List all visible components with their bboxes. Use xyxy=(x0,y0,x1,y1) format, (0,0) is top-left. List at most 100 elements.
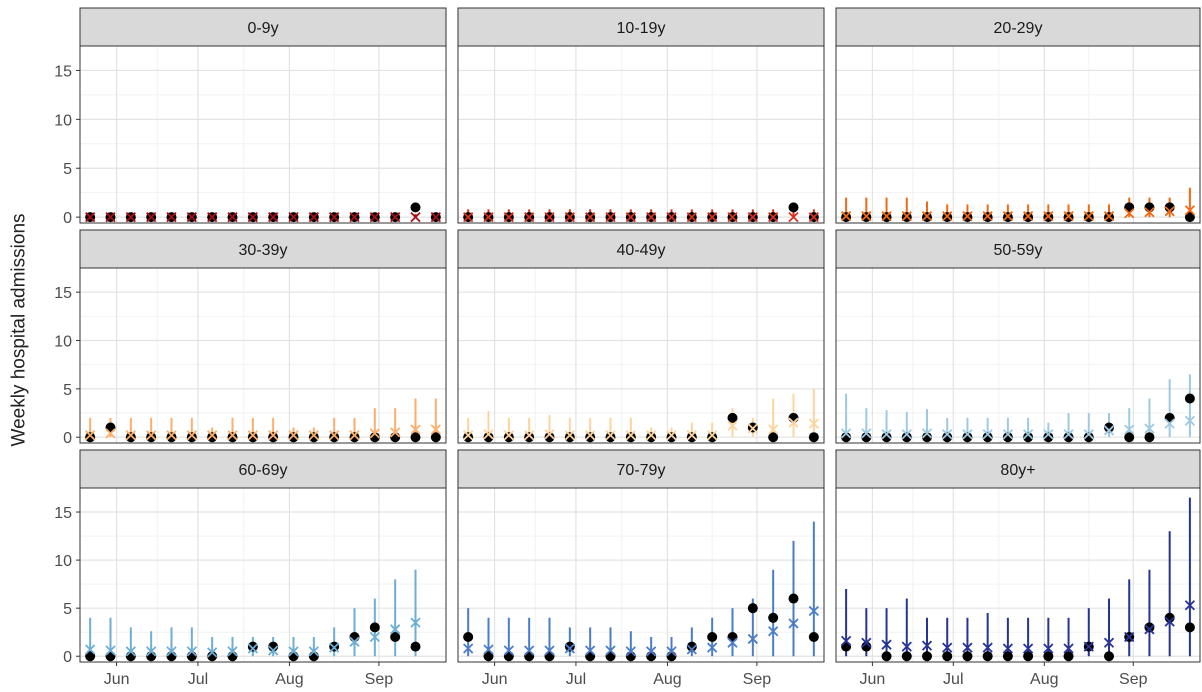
observed-point xyxy=(308,432,319,443)
predicted-marker xyxy=(288,211,299,223)
predicted-marker xyxy=(227,211,238,223)
predicted-marker xyxy=(921,211,933,222)
predicted-marker xyxy=(1063,429,1074,440)
predicted-marker xyxy=(747,211,758,223)
panel-border xyxy=(457,267,825,444)
predicted-marker xyxy=(369,631,380,643)
predicted-marker xyxy=(544,645,555,656)
observed-point xyxy=(146,432,157,443)
observed-point xyxy=(85,651,96,662)
predicted-marker xyxy=(166,646,177,657)
panel-20-29y: 20-29y xyxy=(835,7,1201,224)
observed-point xyxy=(962,432,973,443)
predicted-marker xyxy=(666,646,677,657)
predicted-marker xyxy=(186,211,197,223)
observed-point xyxy=(625,651,636,662)
predicted-marker xyxy=(788,211,799,223)
predicted-marker xyxy=(227,646,238,657)
predicted-marker xyxy=(1124,631,1135,643)
observed-point xyxy=(1144,432,1155,443)
predicted-marker xyxy=(503,211,514,223)
panel-border xyxy=(79,45,447,224)
x-tick-label: Jul xyxy=(943,671,963,688)
predicted-marker xyxy=(1164,418,1175,429)
predicted-marker xyxy=(410,424,421,435)
observed-point xyxy=(768,432,779,443)
panel-border xyxy=(835,267,1201,444)
observed-point xyxy=(982,432,993,443)
predicted-marker xyxy=(544,211,555,223)
predicted-marker xyxy=(768,626,779,637)
panel-strip xyxy=(79,229,447,269)
plot-background xyxy=(80,46,446,223)
observed-point xyxy=(1124,432,1135,443)
predicted-marker xyxy=(666,211,677,223)
predicted-marker xyxy=(483,644,494,655)
observed-point xyxy=(410,641,421,652)
predicted-marker xyxy=(1164,206,1175,217)
x-tick-label: Sep xyxy=(1119,671,1148,688)
observed-point xyxy=(410,202,421,213)
observed-point xyxy=(349,632,360,643)
observed-point xyxy=(247,641,258,652)
x-tick-label: Jun xyxy=(482,671,508,688)
predicted-marker xyxy=(982,211,993,222)
observed-point xyxy=(881,432,892,443)
plot-background xyxy=(458,488,824,662)
predicted-marker xyxy=(483,211,494,223)
predicted-marker xyxy=(369,428,380,439)
observed-point xyxy=(1002,651,1013,662)
predicted-marker xyxy=(881,429,892,440)
observed-point xyxy=(881,651,892,662)
y-tick-label: 0 xyxy=(63,430,72,447)
y-tick-label: 10 xyxy=(54,112,72,129)
predicted-marker xyxy=(1022,429,1034,440)
predicted-marker xyxy=(881,211,892,222)
observed-point xyxy=(483,432,494,443)
predicted-marker xyxy=(146,211,157,223)
observed-point xyxy=(524,432,535,443)
x-tick-label: Aug xyxy=(275,671,303,688)
predicted-marker xyxy=(186,430,197,441)
predicted-marker xyxy=(901,211,912,222)
observed-point xyxy=(564,641,575,652)
predicted-marker xyxy=(146,646,157,657)
predicted-marker xyxy=(463,643,474,654)
predicted-marker xyxy=(982,642,993,653)
predicted-marker xyxy=(861,211,872,222)
predicted-marker xyxy=(430,424,441,435)
predicted-marker xyxy=(901,641,912,652)
panel-80y+: 80y+ Jun Jul Aug Sep xyxy=(835,449,1201,688)
predicted-marker xyxy=(390,427,401,438)
observed-point xyxy=(808,432,819,443)
predicted-marker xyxy=(1164,616,1175,627)
x-tick-label: Sep xyxy=(365,671,394,688)
predicted-marker xyxy=(747,633,758,645)
predicted-marker xyxy=(625,646,636,657)
predicted-marker xyxy=(308,430,319,441)
predicted-marker xyxy=(369,211,380,223)
predicted-marker xyxy=(707,211,718,223)
predicted-marker xyxy=(207,430,218,441)
predicted-marker xyxy=(463,211,474,223)
predicted-marker xyxy=(962,642,973,653)
observed-point xyxy=(727,412,738,423)
observed-point xyxy=(1043,432,1054,443)
predicted-marker xyxy=(105,645,116,656)
predicted-marker xyxy=(1083,429,1094,440)
predicted-marker xyxy=(329,642,340,653)
predicted-marker xyxy=(349,636,360,647)
panel-title: 70-79y xyxy=(617,462,666,479)
predicted-marker xyxy=(125,430,136,441)
observed-point xyxy=(788,593,799,604)
observed-point xyxy=(605,432,616,443)
panel-60-69y: 60-69y 0 5 10 15 Jun Jul Aug Sep xyxy=(54,449,447,688)
predicted-marker xyxy=(125,211,136,223)
predicted-marker xyxy=(390,624,401,635)
observed-point xyxy=(982,651,993,662)
observed-point xyxy=(369,622,380,633)
predicted-marker xyxy=(1043,429,1054,440)
observed-point xyxy=(666,432,677,443)
predicted-marker xyxy=(410,211,421,223)
observed-point xyxy=(166,651,177,662)
